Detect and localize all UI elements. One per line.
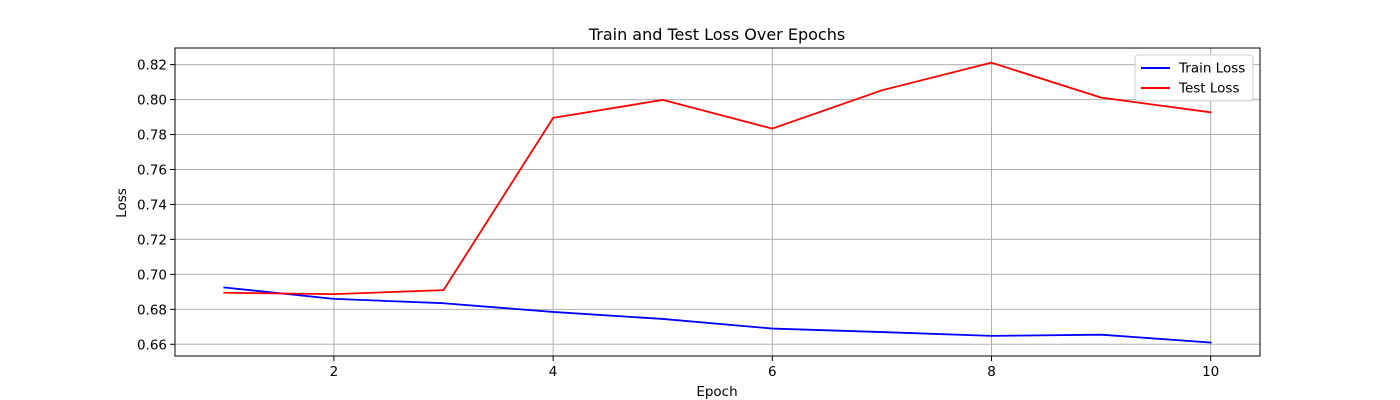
series-group	[223, 61, 1212, 344]
chart-title: Train and Test Loss Over Epochs	[588, 25, 845, 44]
x-tick-label: 10	[1202, 364, 1219, 380]
y-tick-label: 0.76	[137, 162, 167, 178]
grid	[175, 48, 1260, 356]
y-tick-label: 0.74	[137, 197, 167, 213]
legend: Train Loss Test Loss	[1134, 54, 1254, 102]
legend-label-train-loss: Train Loss	[1178, 61, 1245, 77]
y-tick-label: 0.72	[137, 232, 167, 248]
y-tick-label: 0.66	[137, 337, 167, 353]
y-tick-label: 0.70	[137, 267, 167, 283]
x-tick-label: 8	[987, 364, 996, 380]
x-tick-label: 2	[330, 364, 339, 380]
x-tick-label: 6	[768, 364, 777, 380]
y-tick-label: 0.82	[137, 58, 167, 74]
plot-frame	[174, 47, 1261, 357]
x-axis-ticks: 2 4 6 8 10	[330, 356, 1219, 380]
legend-box	[1134, 54, 1254, 102]
y-axis-ticks: 0.66 0.68 0.70 0.72 0.74 0.76 0.78 0.80 0.82	[137, 58, 175, 353]
y-tick-label: 0.78	[137, 128, 167, 144]
legend-label-test-loss: Test Loss	[1178, 81, 1240, 97]
x-tick-label: 4	[549, 364, 558, 380]
y-tick-label: 0.80	[137, 93, 167, 109]
x-axis-title: Epoch	[696, 384, 737, 400]
y-axis-title: Loss	[114, 188, 130, 218]
y-tick-label: 0.68	[137, 302, 167, 318]
series-line-train-loss	[223, 286, 1212, 344]
series-line-test-loss	[223, 61, 1212, 296]
